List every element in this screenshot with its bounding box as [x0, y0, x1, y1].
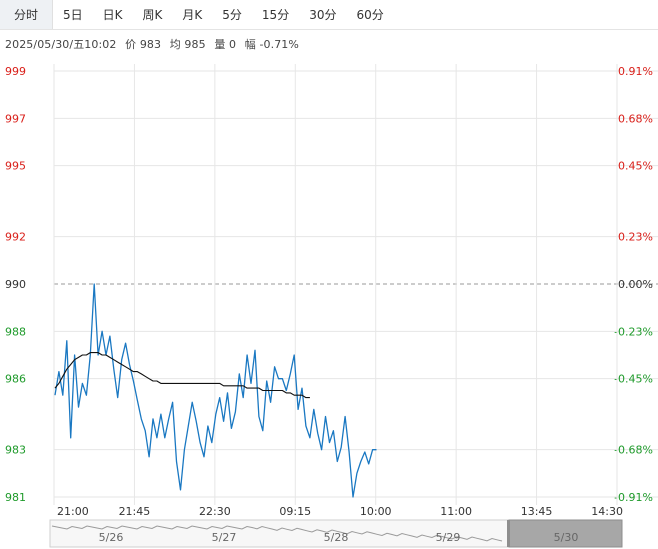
y-tick-price: 995 — [5, 160, 26, 173]
y-tick-pct: 0.91% — [618, 65, 653, 78]
navigator-day-label: 5/26 — [99, 531, 124, 544]
y-tick-price: 990 — [5, 278, 26, 291]
tab-5[interactable]: 5分 — [222, 8, 242, 22]
y-tick-pct: -0.68% — [614, 444, 653, 457]
info-change: 幅 -0.71% — [244, 38, 299, 51]
period-tab-bar: 分时 5日 日K 周K 月K 5分 15分 30分 60分 — [0, 0, 658, 30]
x-tick-label: 10:00 — [360, 505, 392, 518]
x-tick-label: 14:30 — [591, 505, 623, 518]
info-avg: 均 985 — [169, 38, 206, 51]
navigator-handle — [507, 520, 510, 547]
y-tick-price: 983 — [5, 444, 26, 457]
y-tick-pct: -0.45% — [614, 373, 653, 386]
y-tick-pct: -0.23% — [614, 325, 653, 338]
navigator-day-label: 5/29 — [436, 531, 461, 544]
y-tick-price: 992 — [5, 231, 26, 244]
y-tick-pct: 0.45% — [618, 160, 653, 173]
y-tick-price: 986 — [5, 373, 26, 386]
y-tick-price: 981 — [5, 491, 26, 504]
y-tick-price: 997 — [5, 112, 26, 125]
x-tick-label: 21:45 — [119, 505, 151, 518]
info-volume: 量 0 — [214, 38, 237, 51]
navigator: 5/26 5/27 5/28 5/29 5/30 — [49, 519, 623, 548]
tab-3[interactable]: 周K — [142, 8, 163, 22]
navigator-day-label: 5/30 — [554, 531, 579, 544]
info-price: 价 983 — [125, 38, 162, 51]
avg-series-line — [54, 352, 310, 399]
quote-info-bar: 2025/05/30/五10:02 价 983 均 985 量 0 幅 -0.7… — [5, 36, 304, 52]
tab-2[interactable]: 日K — [102, 8, 123, 22]
x-tick-label: 22:30 — [199, 505, 231, 518]
x-tick-label: 21:00 — [57, 505, 89, 518]
x-tick-label: 13:45 — [521, 505, 553, 518]
info-datetime: 2025/05/30/五10:02 — [5, 38, 117, 51]
y-tick-pct: 0.68% — [618, 112, 653, 125]
tab-8[interactable]: 60分 — [356, 8, 384, 22]
tab-7[interactable]: 30分 — [309, 8, 337, 22]
y-tick-price: 999 — [5, 65, 26, 78]
tab-0[interactable]: 分时 — [0, 0, 54, 29]
tab-6[interactable]: 15分 — [261, 8, 290, 22]
y-tick-pct: -0.91% — [614, 491, 653, 504]
y-tick-pct: 0.23% — [618, 231, 653, 244]
navigator-selection — [508, 519, 623, 548]
x-tick-label: 09:15 — [279, 505, 311, 518]
tab-4[interactable]: 月K — [182, 8, 203, 22]
price-series-line — [54, 283, 377, 498]
x-tick-label: 11:00 — [440, 505, 472, 518]
y-tick-price: 988 — [5, 325, 26, 338]
navigator-trend — [51, 525, 503, 542]
y-tick-pct: 0.00% — [618, 278, 653, 291]
tab-1[interactable]: 5日 — [63, 8, 83, 22]
navigator-day-label: 5/27 — [212, 531, 237, 544]
navigator-day-label: 5/28 — [324, 531, 349, 544]
